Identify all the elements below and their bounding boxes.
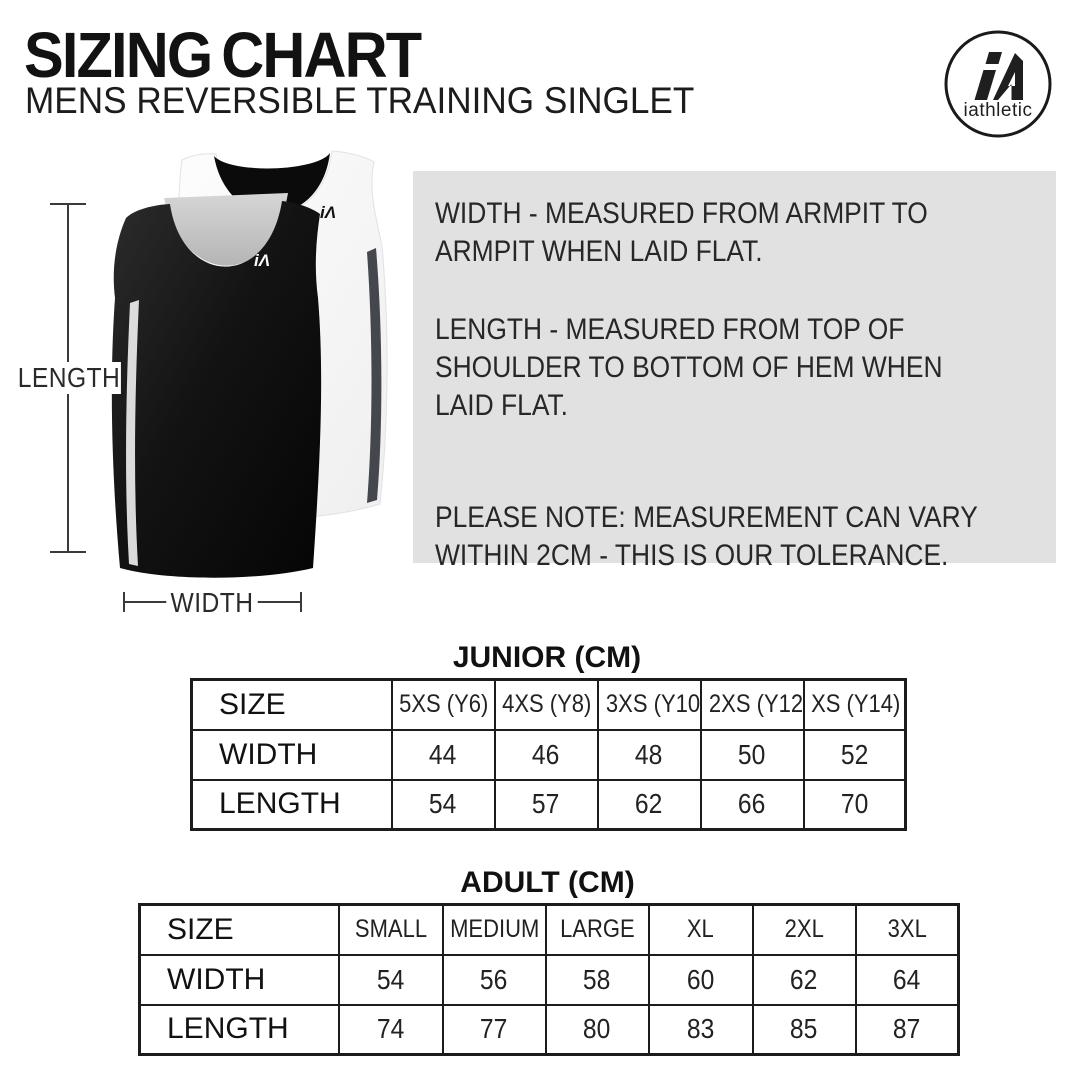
iathletic-logo-icon: iathletic xyxy=(944,30,1052,138)
svg-text:iΛ: iΛ xyxy=(320,203,336,222)
length-dimension-label: LENGTH xyxy=(17,362,121,394)
table-row: WIDTH 44 46 48 50 52 xyxy=(190,728,907,781)
adult-width-value: 54 xyxy=(376,963,405,995)
junior-width-value: 52 xyxy=(840,738,868,770)
adult-table-title: ADULT (CM) xyxy=(460,866,635,899)
junior-width-header: WIDTH xyxy=(190,728,393,781)
adult-length-value: 87 xyxy=(893,1013,921,1045)
adult-length-header: LENGTH xyxy=(138,1003,340,1056)
junior-size-col: XS (Y14) xyxy=(810,690,900,719)
table-row: LENGTH 74 77 80 83 85 87 xyxy=(138,1003,960,1056)
adult-width-value: 64 xyxy=(893,963,921,995)
junior-size-col: 5XS (Y6) xyxy=(398,690,488,719)
adult-length-value: 74 xyxy=(376,1013,405,1045)
svg-text:iΛ: iΛ xyxy=(254,251,270,270)
table-row: LENGTH 54 57 62 66 70 xyxy=(190,778,907,831)
width-dimension-label: WIDTH xyxy=(166,587,258,619)
junior-width-value: 50 xyxy=(738,738,766,770)
adult-size-col: 3XL xyxy=(887,915,927,944)
junior-table-title: JUNIOR (CM) xyxy=(452,641,642,674)
adult-length-value: 80 xyxy=(583,1013,611,1045)
junior-length-value: 62 xyxy=(635,788,663,820)
junior-size-col: 2XS (Y12) xyxy=(708,690,804,719)
adult-size-col: LARGE xyxy=(559,915,635,944)
adult-size-col: 2XL xyxy=(784,915,824,944)
junior-length-value: 70 xyxy=(840,788,868,820)
junior-size-col: 4XS (Y8) xyxy=(501,690,591,719)
junior-size-table: SIZE 5XS (Y6) 4XS (Y8) 3XS (Y10) 2XS (Y1… xyxy=(190,678,907,831)
adult-width-value: 58 xyxy=(583,963,611,995)
junior-length-value: 54 xyxy=(429,788,457,820)
adult-width-value: 62 xyxy=(790,963,818,995)
adult-size-table: SIZE SMALL MEDIUM LARGE XL 2XL 3XL WIDTH… xyxy=(138,903,960,1056)
adult-length-value: 77 xyxy=(480,1013,508,1045)
measurement-notes-panel: WIDTH - MEASURED FROM ARMPIT TO ARMPIT W… xyxy=(413,171,1056,572)
junior-width-value: 44 xyxy=(429,738,457,770)
adult-length-value: 83 xyxy=(686,1013,715,1045)
singlet-illustration-icon: iΛ iΛ xyxy=(111,150,388,578)
adult-width-value: 56 xyxy=(480,963,508,995)
table-row: SIZE 5XS (Y6) 4XS (Y8) 3XS (Y10) 2XS (Y1… xyxy=(190,678,907,731)
length-note: LENGTH - MEASURED FROM TOP OF SHOULDER T… xyxy=(435,313,943,422)
adult-size-header: SIZE xyxy=(138,903,340,956)
page-title: SIZING CHART xyxy=(24,19,422,91)
junior-size-header: SIZE xyxy=(190,678,393,731)
adult-length-value: 85 xyxy=(790,1013,818,1045)
adult-width-value: 60 xyxy=(686,963,715,995)
adult-size-col: MEDIUM xyxy=(449,915,539,944)
junior-size-col: 3XS (Y10) xyxy=(605,690,701,719)
brand-logo: iathletic xyxy=(942,28,1054,140)
table-row: SIZE SMALL MEDIUM LARGE XL 2XL 3XL xyxy=(138,903,960,956)
product-image: iΛ iΛ xyxy=(30,148,405,618)
junior-length-value: 66 xyxy=(738,788,766,820)
adult-size-col: XL xyxy=(687,915,714,944)
table-row: WIDTH 54 56 58 60 62 64 xyxy=(138,953,960,1006)
junior-width-value: 48 xyxy=(635,738,663,770)
adult-width-header: WIDTH xyxy=(138,953,340,1006)
width-note: WIDTH - MEASURED FROM ARMPIT TO ARMPIT W… xyxy=(435,197,928,268)
brand-logo-text: iathletic xyxy=(964,100,1033,121)
adult-size-col: SMALL xyxy=(354,915,427,944)
junior-width-value: 46 xyxy=(532,738,560,770)
tolerance-note: PLEASE NOTE: MEASUREMENT CAN VARY WITHIN… xyxy=(435,501,978,572)
junior-length-header: LENGTH xyxy=(190,778,393,831)
page-subtitle: MENS REVERSIBLE TRAINING SINGLET xyxy=(25,80,695,121)
junior-length-value: 57 xyxy=(532,788,560,820)
